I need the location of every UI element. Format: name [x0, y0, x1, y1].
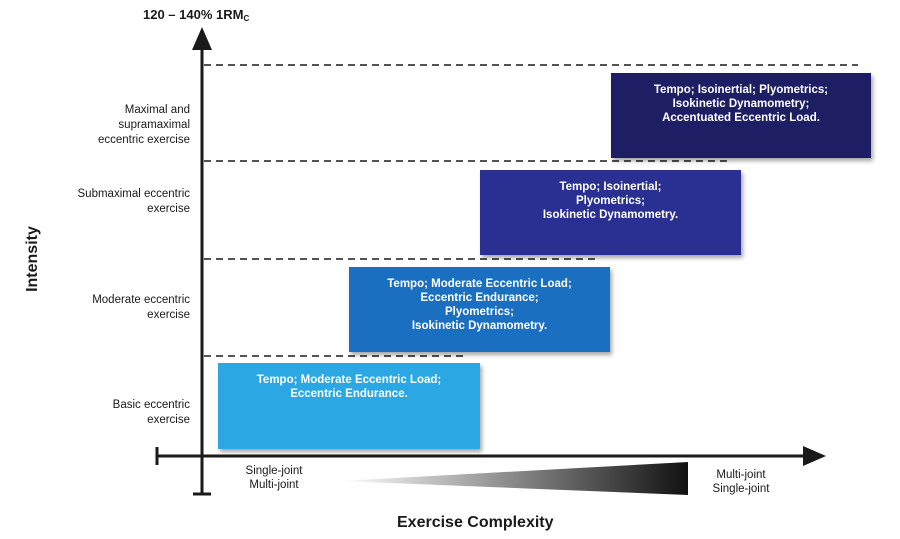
- level-label-submaximal: Submaximal eccentric exercise: [77, 188, 190, 215]
- x-axis-arrowhead: [803, 446, 826, 466]
- y-axis-top-label-subscript: C: [243, 14, 250, 23]
- x-axis-left-note: Single-joint Multi-joint: [245, 465, 303, 491]
- x-axis-right-note: Multi-joint Single-joint: [712, 469, 770, 495]
- level-label-maximal: Maximal and supramaximal eccentric exerc…: [97, 104, 190, 146]
- method-box-maximal: Tempo; Isoinertial; Plyometrics; Isokine…: [611, 73, 871, 158]
- method-box-basic: Tempo; Moderate Eccentric Load; Eccentri…: [218, 363, 480, 449]
- y-axis-arrowhead: [192, 27, 212, 50]
- y-axis-title: Intensity: [24, 226, 41, 292]
- method-box-moderate: Tempo; Moderate Eccentric Load; Eccentri…: [349, 267, 610, 352]
- y-axis-top-label: 120 – 140% 1RMC: [143, 7, 250, 23]
- x-axis-title: Exercise Complexity: [397, 514, 554, 531]
- level-label-basic: Basic eccentric exercise: [112, 399, 190, 426]
- complexity-gradient-wedge: [340, 462, 688, 495]
- method-box-submaximal: Tempo; Isoinertial; Plyometrics; Isokine…: [480, 170, 741, 255]
- level-label-moderate: Moderate eccentric exercise: [92, 294, 190, 321]
